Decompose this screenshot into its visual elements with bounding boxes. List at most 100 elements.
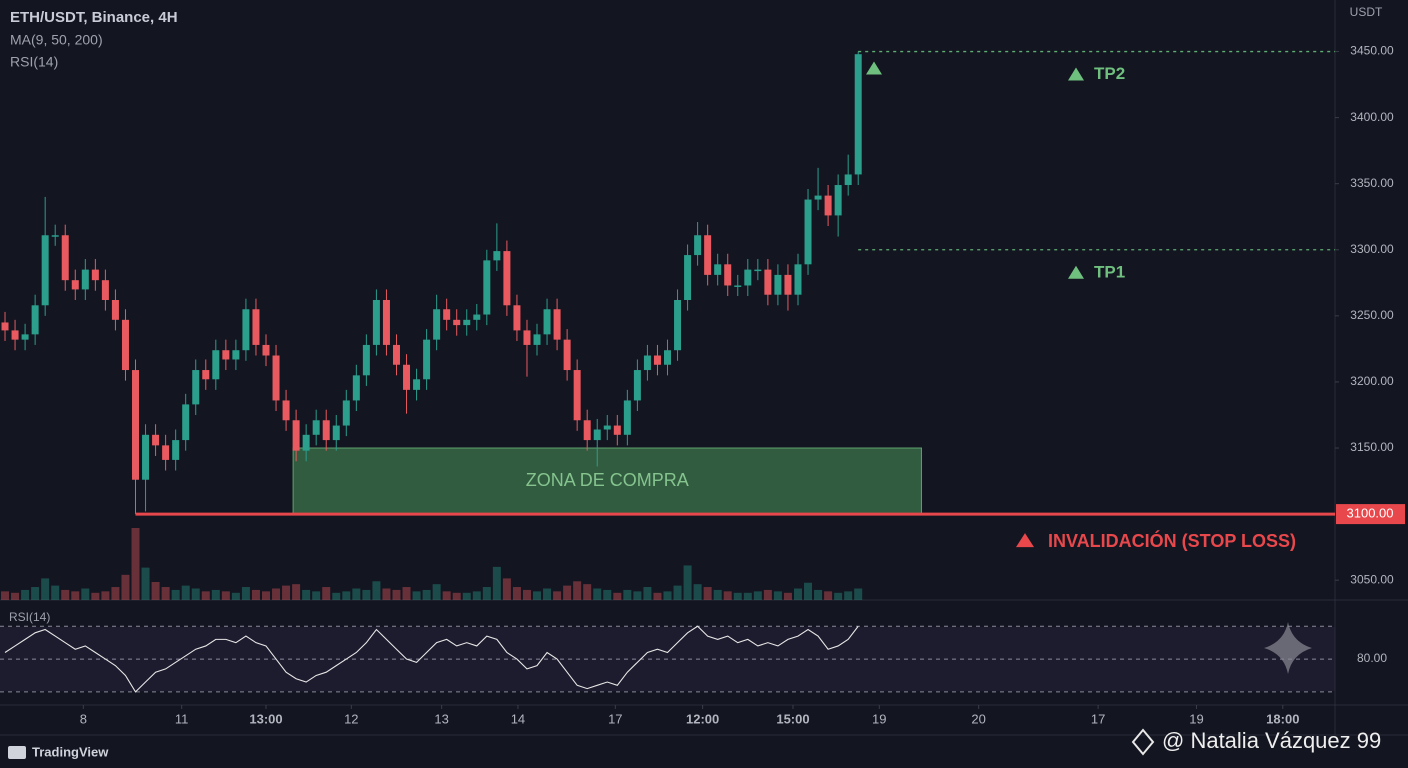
x-tick-label: 12 <box>344 711 358 726</box>
candle-body <box>111 300 119 320</box>
candle-body <box>382 300 390 345</box>
volume-bar <box>282 585 291 600</box>
y-tick-label: 3200.00 <box>1350 374 1394 388</box>
candle-body <box>473 314 481 320</box>
volume-bar <box>382 588 391 600</box>
x-tick-label: 13:00 <box>249 711 282 726</box>
volume-bar <box>171 589 180 600</box>
volume-bar <box>392 589 401 600</box>
volume-bar <box>51 585 60 600</box>
candle-body <box>623 400 631 435</box>
candle-body <box>242 309 250 351</box>
candle-body <box>132 370 140 480</box>
volume-bar <box>462 592 471 600</box>
candle-body <box>844 174 852 186</box>
x-tick-label: 17 <box>608 711 622 726</box>
indicator-label: MA(9, 50, 200) <box>10 32 103 48</box>
candle-body <box>834 185 842 216</box>
volume-bar <box>683 565 692 600</box>
x-tick-label: 8 <box>80 711 87 726</box>
candle-body <box>413 379 421 390</box>
volume-bar <box>623 589 632 600</box>
candle-body <box>362 344 370 376</box>
candle-body <box>61 235 69 281</box>
volume-bar <box>181 585 190 600</box>
volume-bar <box>573 581 582 600</box>
candle-body <box>192 370 200 405</box>
candle-body <box>603 425 611 430</box>
volume-bar <box>21 589 30 600</box>
volume-bar <box>322 587 331 600</box>
candle-body <box>162 445 170 460</box>
target-label: TP1 <box>1094 262 1125 281</box>
volume-bar <box>723 591 732 600</box>
volume-bar <box>302 589 311 600</box>
volume-bar <box>814 589 823 600</box>
chart-title: ETH/USDT, Binance, 4H <box>10 9 178 26</box>
volume-bar <box>663 591 672 600</box>
sparkle-icon <box>1264 622 1312 674</box>
y-tick-label: 3050.00 <box>1350 572 1394 586</box>
y-tick-label: 3450.00 <box>1350 44 1394 58</box>
volume-bar <box>563 585 572 600</box>
volume-bar <box>753 591 762 600</box>
x-tick-label: 11 <box>175 711 189 726</box>
candle-body <box>593 429 601 441</box>
candle-body <box>784 274 792 295</box>
volume-bar <box>743 592 752 600</box>
candle-body <box>332 425 340 441</box>
volume-bar <box>593 588 602 600</box>
volume-bar <box>553 591 562 600</box>
volume-bar <box>703 587 712 600</box>
tp-arrow <box>866 61 882 75</box>
candle-body <box>573 370 581 421</box>
x-tick-label: 14 <box>511 711 525 726</box>
candle-body <box>11 330 19 340</box>
candle-body <box>342 400 350 426</box>
candle-body <box>443 309 451 320</box>
x-tick-label: 12:00 <box>686 711 719 726</box>
candle-body <box>513 305 521 331</box>
candle-body <box>152 434 160 446</box>
candle-body <box>653 355 661 365</box>
buy-zone <box>292 447 922 515</box>
volume-bar <box>101 591 110 600</box>
x-tick-label: 15:00 <box>776 711 809 726</box>
volume-bar <box>533 591 542 600</box>
candle-body <box>252 309 260 345</box>
price-unit: USDT <box>1350 5 1383 19</box>
candle-body <box>262 344 270 356</box>
candle-body <box>71 280 79 290</box>
volume-bar <box>522 589 531 600</box>
volume-bar <box>673 585 682 600</box>
volume-bar <box>633 591 642 600</box>
candle-body <box>854 54 862 175</box>
candle-body <box>322 420 330 441</box>
candle-body <box>172 440 180 460</box>
candle-body <box>543 309 551 335</box>
volume-bar <box>352 588 361 600</box>
rsi-tick-label: 80.00 <box>1357 651 1387 665</box>
candle-body <box>633 370 641 401</box>
volume-bar <box>693 584 702 600</box>
candle-body <box>824 195 832 216</box>
volume-bar <box>362 589 371 600</box>
candle-body <box>222 350 230 360</box>
candle-body <box>503 251 511 306</box>
candle-body <box>392 344 400 365</box>
volume-bar <box>643 587 652 600</box>
candle-body <box>182 404 190 441</box>
candle-body <box>814 195 822 200</box>
candle-body <box>91 269 99 281</box>
volume-bar <box>141 567 150 600</box>
watermark-icon <box>1131 728 1155 756</box>
volume-bar <box>372 581 381 600</box>
y-tick-label: 3250.00 <box>1350 308 1394 322</box>
volume-bar <box>512 587 521 600</box>
candle-body <box>764 269 772 295</box>
y-tick-label: 3350.00 <box>1350 176 1394 190</box>
candle-body <box>21 334 29 340</box>
volume-bar <box>211 589 220 600</box>
volume-bar <box>111 587 120 600</box>
